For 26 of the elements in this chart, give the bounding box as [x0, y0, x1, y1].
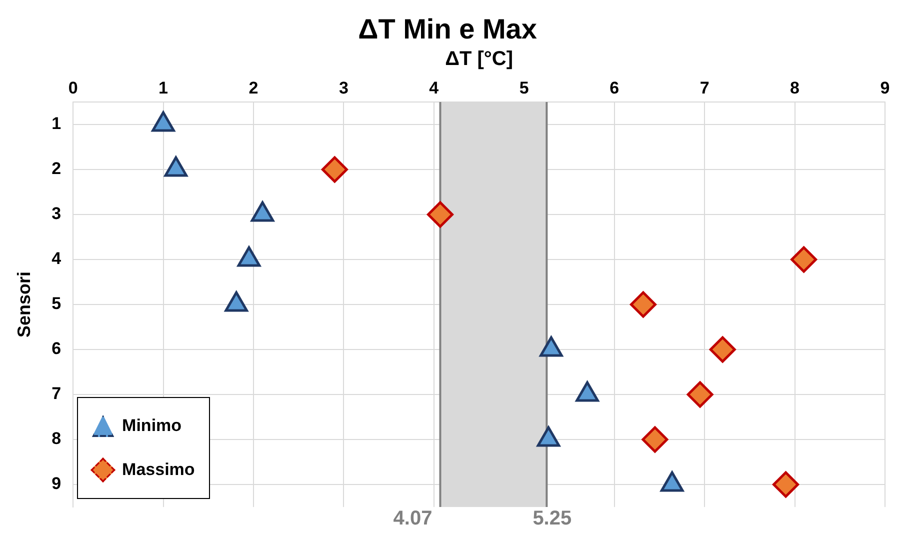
x-tick-label: 6 — [610, 78, 620, 98]
x-tick-label: 7 — [700, 78, 710, 98]
x-tick-label: 8 — [790, 78, 800, 98]
x-tick-label: 2 — [248, 78, 258, 98]
y-axis-title: Sensori — [14, 271, 34, 338]
y-tick-label: 5 — [52, 294, 62, 314]
y-tick-label: 3 — [52, 204, 62, 224]
y-tick-label: 8 — [52, 429, 62, 448]
y-tick-label: 7 — [52, 384, 62, 404]
y-tick-label: 9 — [52, 474, 62, 494]
x-tick-label: 5 — [519, 78, 529, 98]
x-tick-label: 0 — [68, 78, 78, 98]
x-tick-label: 9 — [880, 78, 890, 98]
x-axis-title: ΔT [°C] — [445, 48, 513, 70]
chart-title: ΔT Min e Max — [358, 14, 538, 45]
y-tick-label: 4 — [52, 249, 62, 268]
y-tick-label: 2 — [52, 159, 62, 178]
x-tick-label: 4 — [429, 78, 440, 98]
legend-label: Minimo — [122, 416, 182, 436]
ref-line-label: 5.25 — [532, 508, 572, 530]
y-tick-label: 1 — [52, 114, 62, 134]
x-tick-label: 1 — [158, 78, 168, 98]
ref-line-label: 4.07 — [393, 508, 432, 530]
y-tick-label: 6 — [52, 339, 62, 358]
x-tick-label: 3 — [338, 78, 348, 98]
legend-label: Massimo — [122, 460, 195, 480]
